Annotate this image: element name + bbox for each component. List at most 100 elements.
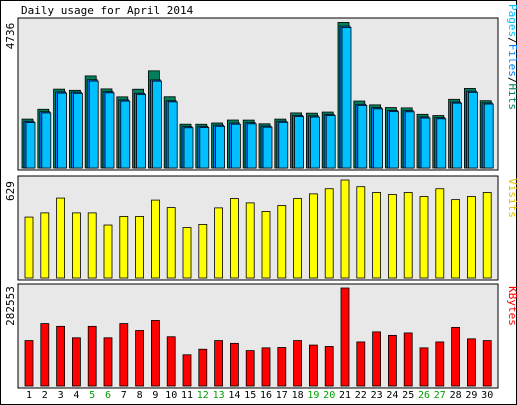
- day-label: 1: [26, 390, 32, 401]
- day-label: 13: [213, 390, 225, 401]
- visits-bar: [198, 224, 208, 279]
- visits-bar: [40, 212, 50, 279]
- pages-bar: [151, 80, 162, 169]
- visits-bar: [56, 197, 65, 279]
- chart-title: Daily usage for April 2014: [21, 4, 194, 17]
- kbytes-bar: [419, 347, 429, 387]
- kbytes-max-label: 282553: [4, 286, 17, 326]
- visits-bar: [166, 207, 176, 279]
- day-label: 4: [73, 390, 79, 401]
- day-label: 3: [58, 390, 64, 401]
- pages-bar: [357, 105, 368, 169]
- kbytes-bar: [482, 340, 492, 387]
- day-label: 23: [371, 390, 383, 401]
- kbytes-panel: [17, 283, 499, 389]
- x-axis-labels: 1 2 3 4 5 6 7 8 9 10 11 12 13 14 15 16 17 18 19 20 21 22 23 24 2…: [26, 390, 493, 401]
- usage-max-label: 4736: [4, 23, 17, 50]
- kbytes-bar: [245, 350, 255, 387]
- pages-bar: [436, 118, 447, 169]
- visits-bar: [119, 216, 129, 279]
- kbytes-bar: [198, 348, 208, 387]
- pages-bar: [136, 94, 147, 169]
- pages-bar: [73, 92, 83, 169]
- kbytes-bar: [103, 337, 113, 387]
- day-label: 20: [323, 390, 335, 401]
- day-label: 14: [228, 390, 240, 401]
- day-label: 5: [89, 390, 95, 401]
- pages-bar: [215, 125, 226, 169]
- legend-kbytes: KBytes: [506, 286, 517, 326]
- day-label: 27: [434, 390, 446, 401]
- visits-bar: [229, 198, 239, 279]
- pages-bar: [309, 116, 320, 169]
- kbytes-bar: [24, 340, 34, 387]
- kbytes-bar: [324, 346, 334, 387]
- svg-text:Pages/Files/Hits: Pages/Files/Hits: [506, 4, 517, 110]
- pages-bar: [341, 27, 352, 169]
- day-label: 8: [137, 390, 143, 401]
- day-label: 18: [292, 390, 304, 401]
- day-label: 28: [450, 390, 462, 401]
- visits-bar: [451, 199, 461, 279]
- day-label: 21: [339, 390, 351, 401]
- kbytes-bar: [435, 341, 445, 387]
- visits-bar: [435, 188, 445, 279]
- kbytes-bar: [277, 347, 287, 387]
- kbytes-bar: [214, 340, 224, 387]
- pages-bar: [373, 108, 384, 169]
- visits-bar: [135, 216, 145, 279]
- legend-files: Files: [506, 44, 517, 77]
- day-label: 9: [152, 390, 158, 401]
- pages-bar: [104, 92, 115, 169]
- day-label: 15: [244, 390, 256, 401]
- pages-bar: [199, 127, 210, 169]
- visits-bar: [466, 196, 476, 279]
- visits-max-label: 629: [4, 181, 17, 201]
- day-label: 16: [260, 390, 272, 401]
- kbytes-bar: [72, 337, 81, 387]
- visits-bar: [182, 227, 192, 279]
- visits-bar: [87, 212, 97, 279]
- kbytes-bar: [119, 323, 129, 387]
- kbytes-bar: [387, 334, 397, 387]
- kbytes-bar: [261, 347, 271, 387]
- visits-bar: [403, 192, 413, 279]
- pages-bar: [467, 91, 478, 169]
- visits-bar: [214, 207, 224, 279]
- pages-bar: [246, 123, 257, 169]
- visits-bar: [293, 198, 303, 279]
- day-label: 2: [42, 390, 48, 401]
- visits-bar: [356, 186, 366, 279]
- day-label: 22: [355, 390, 367, 401]
- visits-bar: [261, 211, 271, 279]
- visits-bar: [387, 194, 397, 279]
- pages-bar: [167, 101, 178, 169]
- day-label: 10: [165, 390, 177, 401]
- visits-bar: [324, 188, 334, 279]
- pages-bar: [120, 100, 131, 169]
- kbytes-bar: [451, 326, 461, 387]
- day-label: 29: [465, 390, 477, 401]
- visits-bar: [150, 199, 160, 279]
- kbytes-bar: [293, 340, 303, 387]
- day-label: 7: [121, 390, 127, 401]
- pages-bar: [183, 127, 194, 169]
- usage-legend: Pages/Files/Hits: [506, 4, 517, 110]
- kbytes-bar: [40, 323, 50, 387]
- pages-bar: [25, 122, 36, 169]
- kbytes-bar: [466, 338, 476, 387]
- pages-bar: [41, 112, 52, 169]
- legend-pages: Pages: [506, 4, 517, 37]
- visits-bar: [245, 202, 255, 279]
- pages-bar: [88, 80, 99, 169]
- kbytes-bar: [135, 330, 145, 387]
- visits-bar: [372, 192, 382, 279]
- pages-bar: [483, 103, 494, 169]
- day-label: 12: [197, 390, 209, 401]
- pages-bar: [388, 111, 399, 169]
- pages-bar: [294, 116, 305, 169]
- pages-bar: [278, 121, 289, 169]
- kbytes-bar: [182, 354, 192, 387]
- legend-visits: Visits: [506, 178, 517, 218]
